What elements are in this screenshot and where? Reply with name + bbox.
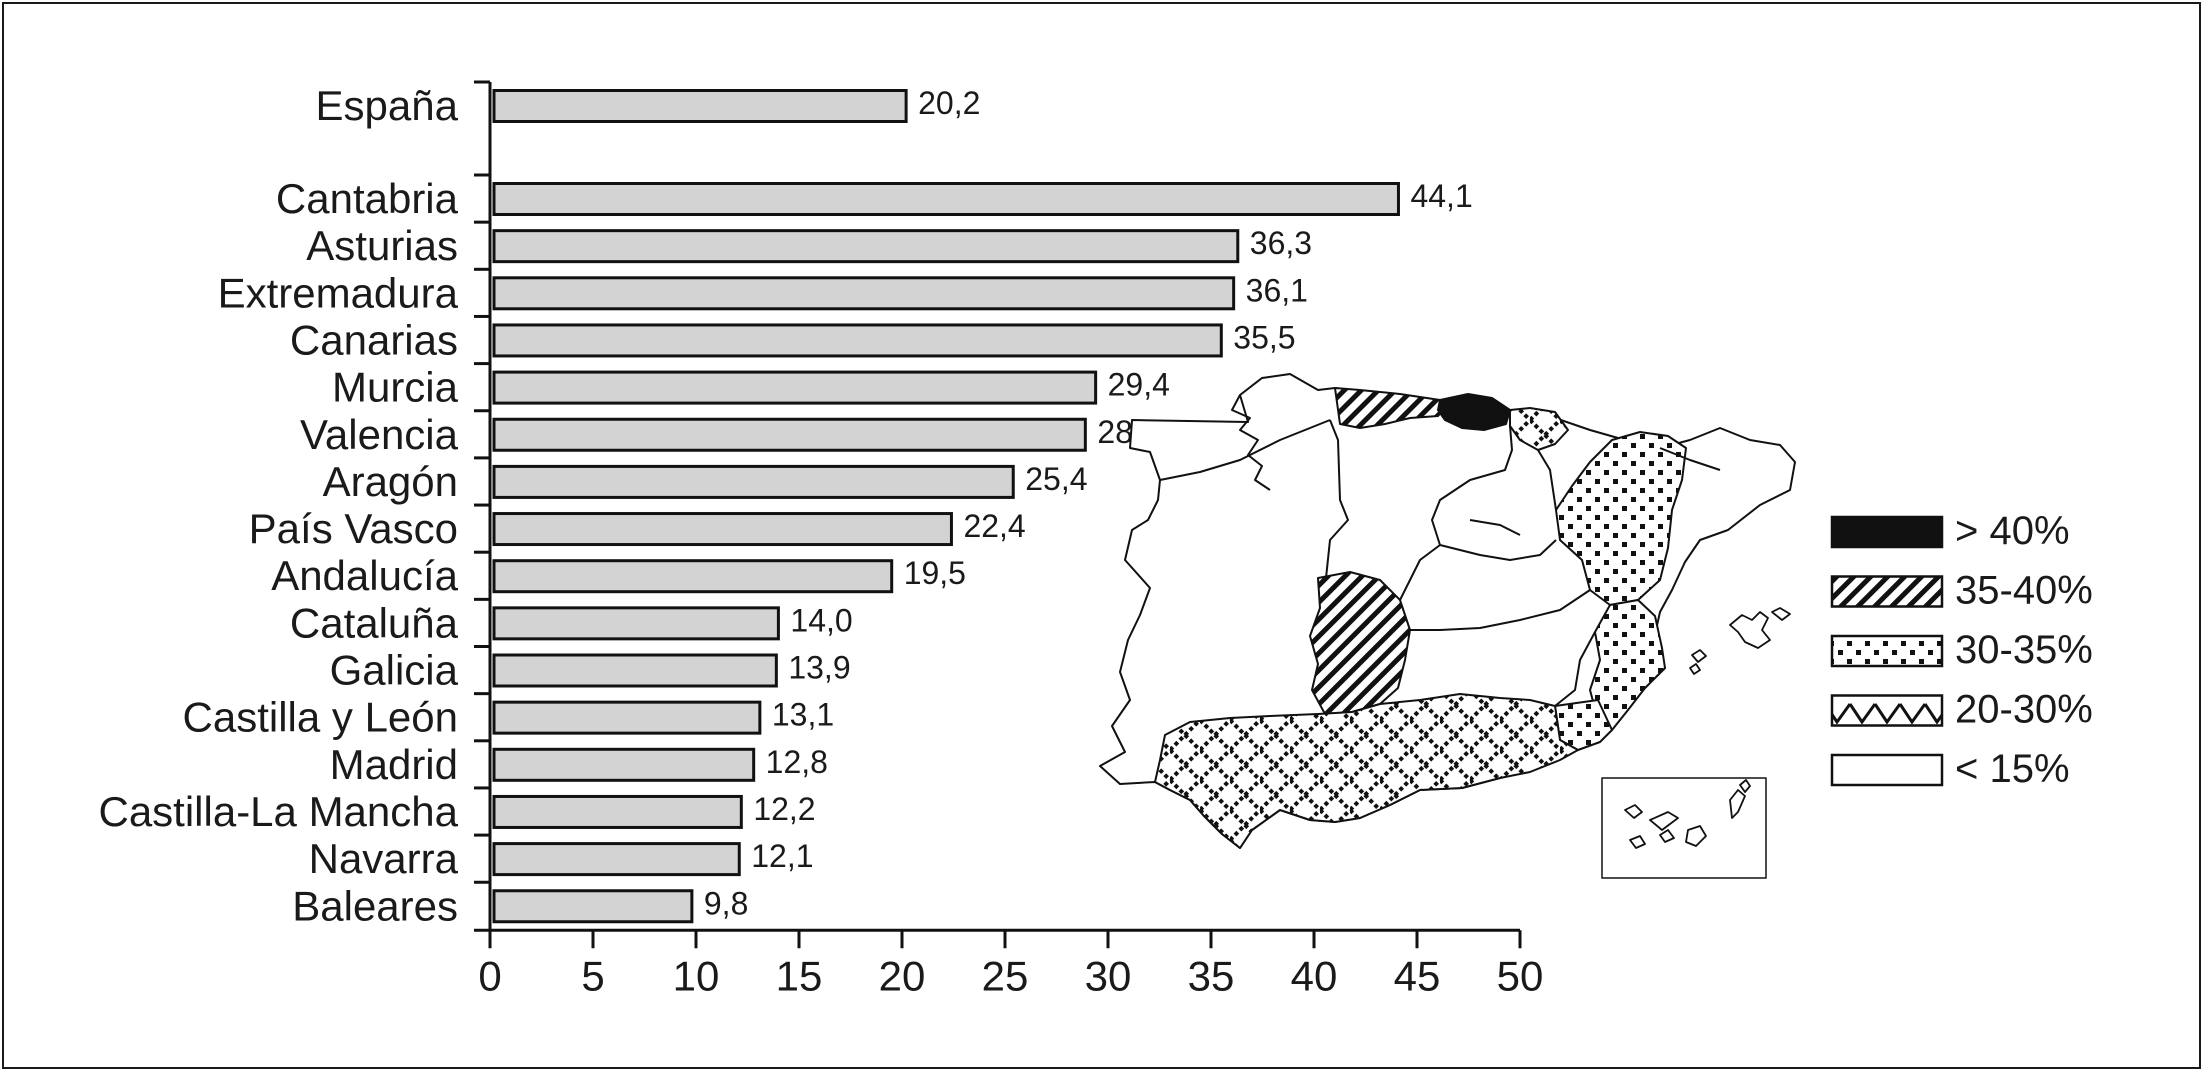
bar-13 (492, 747, 756, 782)
spain-map (1099, 373, 1796, 879)
x-tick-label-3: 15 (776, 952, 823, 999)
bar-9 (492, 559, 894, 594)
legend-swatch-0 (1830, 515, 1944, 549)
x-tick-label-8: 40 (1291, 952, 1338, 999)
legend-label-4: < 15% (1955, 747, 2070, 791)
category-label-4: Canarias (290, 316, 458, 363)
bar-11 (492, 653, 778, 688)
baleares-islands (1689, 607, 1791, 675)
bar-8 (492, 512, 953, 547)
x-tick-label-9: 45 (1394, 952, 1441, 999)
legend-label-3: 20-30% (1955, 688, 2093, 732)
bar-4 (492, 323, 1223, 358)
bar-12 (492, 700, 762, 735)
value-label-13: 12,8 (766, 744, 828, 780)
galicia-coast (1231, 394, 1271, 491)
value-label-5: 29,4 (1108, 367, 1170, 403)
bar-15 (492, 842, 741, 877)
value-label-0: 20,2 (918, 85, 980, 121)
region-borders (1159, 419, 1721, 707)
region-valencia (1589, 599, 1666, 731)
x-tick-label-0: 0 (478, 952, 501, 999)
value-label-3: 36,1 (1246, 272, 1308, 308)
x-tick-label-6: 30 (1085, 952, 1132, 999)
bars-layer (492, 89, 1400, 924)
value-label-14: 12,2 (753, 791, 815, 827)
category-label-11: Galicia (330, 647, 459, 694)
x-tick-label-7: 35 (1188, 952, 1235, 999)
bar-10 (492, 606, 780, 641)
category-label-3: Extremadura (218, 269, 459, 316)
bar-5 (492, 370, 1098, 405)
legend-swatch-1 (1830, 575, 1944, 608)
region-asturias (1334, 387, 1446, 429)
legend-swatch-3 (1830, 694, 1944, 727)
category-label-14: Castilla-La Mancha (98, 788, 458, 835)
bar-6 (492, 417, 1087, 452)
value-label-4: 35,5 (1233, 319, 1295, 355)
category-label-12: Castilla y León (183, 694, 458, 741)
x-tick-label-4: 20 (879, 952, 926, 999)
x-tick-label-5: 25 (982, 952, 1029, 999)
region-pais-vasco (1509, 407, 1569, 451)
region-cantabria (1437, 393, 1511, 431)
value-label-16: 9,8 (704, 885, 748, 921)
value-label-10: 14,0 (790, 602, 852, 638)
legend-label-2: 30-35% (1955, 628, 2093, 672)
category-label-9: Andalucía (271, 552, 458, 599)
legend-swatch-4 (1830, 753, 1944, 787)
map-legend: > 40% 35-40% 30-35% 20-30% < 15% (1830, 509, 2093, 791)
axes: 0 5 10 15 20 25 30 35 40 45 50 (474, 80, 1544, 999)
bar-3 (492, 276, 1236, 311)
value-label-8: 22,4 (963, 508, 1025, 544)
canarias-islands (1624, 779, 1751, 849)
category-label-10: Cataluña (290, 599, 459, 646)
value-label-2: 36,3 (1250, 225, 1312, 261)
category-label-16: Baleares (292, 882, 458, 929)
bar-14 (492, 794, 743, 829)
x-tick-label-10: 50 (1497, 952, 1544, 999)
canarias-inset (1601, 777, 1767, 879)
category-label-2: Asturias (306, 222, 458, 269)
value-label-15: 12,1 (751, 838, 813, 874)
value-label-12: 13,1 (772, 697, 834, 733)
bar-16 (492, 889, 694, 924)
category-label-0: España (316, 82, 459, 129)
value-labels: 20,244,136,336,135,529,428,925,422,419,5… (704, 85, 1473, 921)
bar-0 (492, 89, 908, 123)
region-andalucia (1154, 693, 1579, 849)
bar-7 (492, 464, 1015, 499)
category-label-6: Valencia (300, 411, 459, 458)
bar-1 (492, 182, 1400, 216)
x-tick-label-2: 10 (673, 952, 720, 999)
legend-label-0: > 40% (1955, 509, 2070, 553)
value-label-7: 25,4 (1025, 461, 1087, 497)
category-label-15: Navarra (309, 835, 459, 882)
category-label-8: País Vasco (249, 505, 458, 552)
x-tick-label-1: 5 (581, 952, 604, 999)
bar-2 (492, 229, 1240, 264)
value-label-1: 44,1 (1410, 178, 1472, 214)
category-label-5: Murcia (332, 364, 459, 411)
category-labels: España CantabriaAsturiasExtremaduraCanari… (98, 82, 458, 929)
legend-swatch-2 (1830, 634, 1944, 668)
value-label-9: 19,5 (904, 555, 966, 591)
category-label-1: Cantabria (276, 175, 459, 222)
category-label-13: Madrid (330, 741, 458, 788)
category-label-7: Aragón (323, 458, 458, 505)
legend-label-1: 35-40% (1955, 569, 2093, 613)
value-label-11: 13,9 (788, 650, 850, 686)
